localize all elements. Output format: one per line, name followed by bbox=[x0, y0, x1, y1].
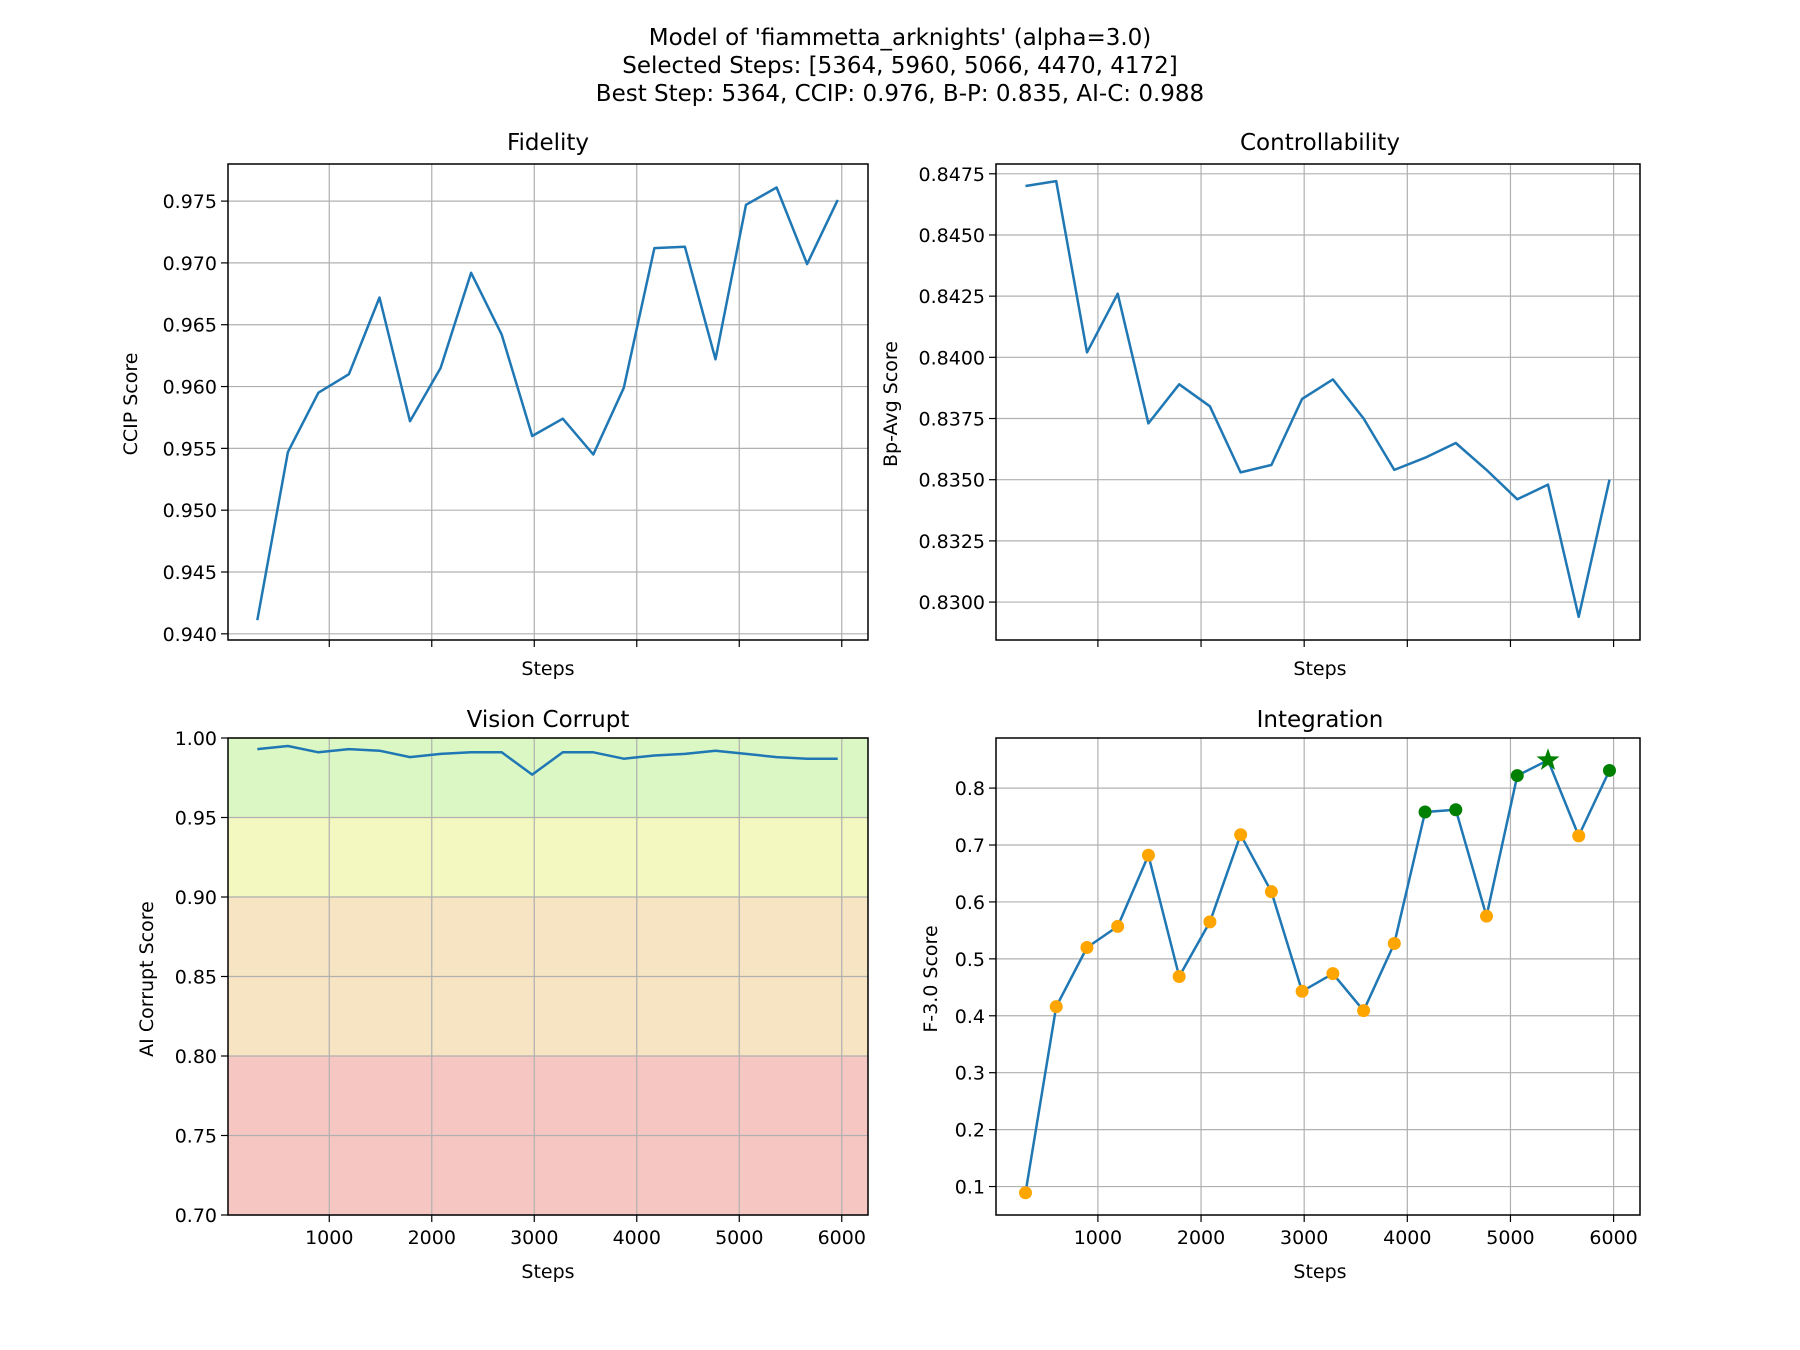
integration-point-6 bbox=[1203, 915, 1217, 929]
integration-series-line bbox=[1024, 758, 1611, 1194]
integration-point-18 bbox=[1572, 829, 1586, 843]
vision-corrupt-ytick-label-6: 1.00 bbox=[175, 728, 217, 750]
integration-panel: Integration Steps F-3.0 Score 1000 2000 30… bbox=[920, 707, 1641, 1283]
vision-corrupt-xtick-label-1: 2000 bbox=[408, 1227, 456, 1249]
integration-point-14 bbox=[1449, 803, 1463, 817]
controllability-ytick-label-2: 0.8350 bbox=[919, 470, 985, 492]
vision-corrupt-xtick-label-2: 3000 bbox=[510, 1227, 558, 1249]
vision-corrupt-band-1 bbox=[228, 817, 868, 897]
integration-ytick-label-1: 0.2 bbox=[955, 1120, 985, 1142]
integration-point-19 bbox=[1602, 763, 1616, 777]
integration-xtick-label-5: 6000 bbox=[1589, 1227, 1637, 1249]
integration-xtick-label-1: 2000 bbox=[1177, 1227, 1225, 1249]
integration-xlabel: Steps bbox=[1293, 1261, 1346, 1283]
integration-point-7 bbox=[1234, 828, 1248, 842]
controllability-ytick-label-4: 0.8400 bbox=[919, 347, 985, 369]
integration-point-9 bbox=[1295, 984, 1309, 998]
vision-corrupt-title: Vision Corrupt bbox=[467, 707, 630, 733]
fidelity-frame bbox=[227, 163, 869, 641]
controllability-xlabel: Steps bbox=[1293, 658, 1346, 680]
integration-xtick-label-2: 3000 bbox=[1280, 1227, 1328, 1249]
controllability-ytick-label-0: 0.8300 bbox=[919, 592, 985, 614]
figure-title-line-1: Model of 'fiammetta_arknights' (alpha=3.… bbox=[649, 25, 1152, 51]
vision-corrupt-band-0 bbox=[228, 738, 868, 818]
vision-corrupt-panel: Vision Corrupt Steps AI Corrupt Score 10… bbox=[136, 707, 869, 1283]
fidelity-ytick-label-7: 0.975 bbox=[163, 191, 217, 213]
integration-point-5 bbox=[1172, 970, 1186, 983]
controllability-series-line bbox=[1025, 179, 1611, 619]
vision-corrupt-series-line bbox=[257, 744, 838, 776]
integration-xtick-label-3: 4000 bbox=[1383, 1227, 1431, 1249]
controllability-ytick-label-5: 0.8425 bbox=[919, 286, 985, 308]
fidelity-ytick-label-4: 0.960 bbox=[163, 377, 217, 399]
controllability-ytick-label-1: 0.8325 bbox=[919, 531, 985, 553]
vision-corrupt-xtick-label-0: 1000 bbox=[305, 1227, 353, 1249]
integration-point-4 bbox=[1141, 848, 1155, 862]
controllability-ytick-label-7: 0.8475 bbox=[919, 164, 985, 186]
fidelity-ytick-label-0: 0.940 bbox=[163, 624, 217, 646]
controllability-frame bbox=[995, 163, 1641, 641]
fidelity-xlabel: Steps bbox=[521, 658, 574, 680]
integration-ytick-label-5: 0.6 bbox=[955, 892, 985, 914]
fidelity-ytick-label-3: 0.955 bbox=[163, 438, 217, 460]
integration-point-12 bbox=[1387, 936, 1401, 950]
controllability-panel: Controllability Steps Bp-Avg Score 0.830… bbox=[880, 130, 1641, 680]
integration-point-0 bbox=[1018, 1186, 1032, 1200]
vision-corrupt-frame bbox=[227, 737, 869, 1216]
integration-ytick-label-4: 0.5 bbox=[955, 949, 985, 971]
fidelity-title: Fidelity bbox=[507, 130, 589, 156]
integration-point-8 bbox=[1264, 885, 1278, 899]
integration-ytick-label-6: 0.7 bbox=[955, 835, 985, 857]
integration-best-point bbox=[1536, 748, 1560, 770]
fidelity-ytick-label-2: 0.950 bbox=[163, 500, 217, 522]
integration-point-15 bbox=[1480, 909, 1494, 923]
controllability-title: Controllability bbox=[1240, 130, 1400, 156]
vision-corrupt-ytick-label-1: 0.75 bbox=[175, 1126, 217, 1148]
vision-corrupt-ytick-label-0: 0.70 bbox=[175, 1205, 217, 1227]
vision-corrupt-xtick-label-4: 5000 bbox=[715, 1227, 763, 1249]
fidelity-ytick-label-5: 0.965 bbox=[163, 315, 217, 337]
integration-point-16 bbox=[1510, 769, 1524, 783]
vision-corrupt-ytick-label-4: 0.90 bbox=[175, 887, 217, 909]
fidelity-panel: Fidelity Steps CCIP Score 0.940 0.945 0.95… bbox=[120, 130, 869, 680]
vision-corrupt-ytick-label-2: 0.80 bbox=[175, 1046, 217, 1068]
vision-corrupt-ylabel: AI Corrupt Score bbox=[136, 901, 158, 1057]
integration-ytick-label-0: 0.1 bbox=[955, 1177, 985, 1199]
figure-title-line-2: Selected Steps: [5364, 5960, 5066, 4470,… bbox=[622, 53, 1178, 79]
integration-title: Integration bbox=[1257, 707, 1384, 733]
integration-xtick-label-0: 1000 bbox=[1074, 1227, 1122, 1249]
vision-corrupt-xtick-label-5: 6000 bbox=[818, 1227, 866, 1249]
integration-frame bbox=[995, 737, 1641, 1216]
fidelity-ytick-label-6: 0.970 bbox=[163, 253, 217, 275]
vision-corrupt-xtick-label-3: 4000 bbox=[613, 1227, 661, 1249]
integration-point-11 bbox=[1357, 1004, 1371, 1018]
controllability-ytick-label-6: 0.8450 bbox=[919, 225, 985, 247]
integration-ylabel: F-3.0 Score bbox=[920, 925, 942, 1032]
figure-title-line-3: Best Step: 5364, CCIP: 0.976, B-P: 0.835… bbox=[596, 81, 1204, 107]
fidelity-ylabel: CCIP Score bbox=[120, 353, 142, 456]
integration-point-10 bbox=[1326, 967, 1340, 981]
integration-point-2 bbox=[1080, 940, 1094, 954]
vision-corrupt-ytick-label-3: 0.85 bbox=[175, 967, 217, 989]
integration-point-1 bbox=[1049, 1000, 1063, 1014]
controllability-ylabel: Bp-Avg Score bbox=[880, 341, 902, 467]
vision-corrupt-ytick-label-5: 0.95 bbox=[175, 808, 217, 830]
vision-corrupt-xlabel: Steps bbox=[521, 1261, 574, 1283]
integration-ytick-label-2: 0.3 bbox=[955, 1063, 985, 1085]
fidelity-series-line bbox=[256, 186, 839, 621]
integration-ytick-label-7: 0.8 bbox=[955, 778, 985, 800]
integration-xtick-label-4: 5000 bbox=[1486, 1227, 1534, 1249]
fidelity-ytick-label-1: 0.945 bbox=[163, 562, 217, 584]
integration-ytick-label-3: 0.4 bbox=[955, 1006, 985, 1028]
controllability-ytick-label-3: 0.8375 bbox=[919, 409, 985, 431]
integration-point-13 bbox=[1418, 805, 1432, 819]
integration-point-3 bbox=[1111, 919, 1125, 933]
